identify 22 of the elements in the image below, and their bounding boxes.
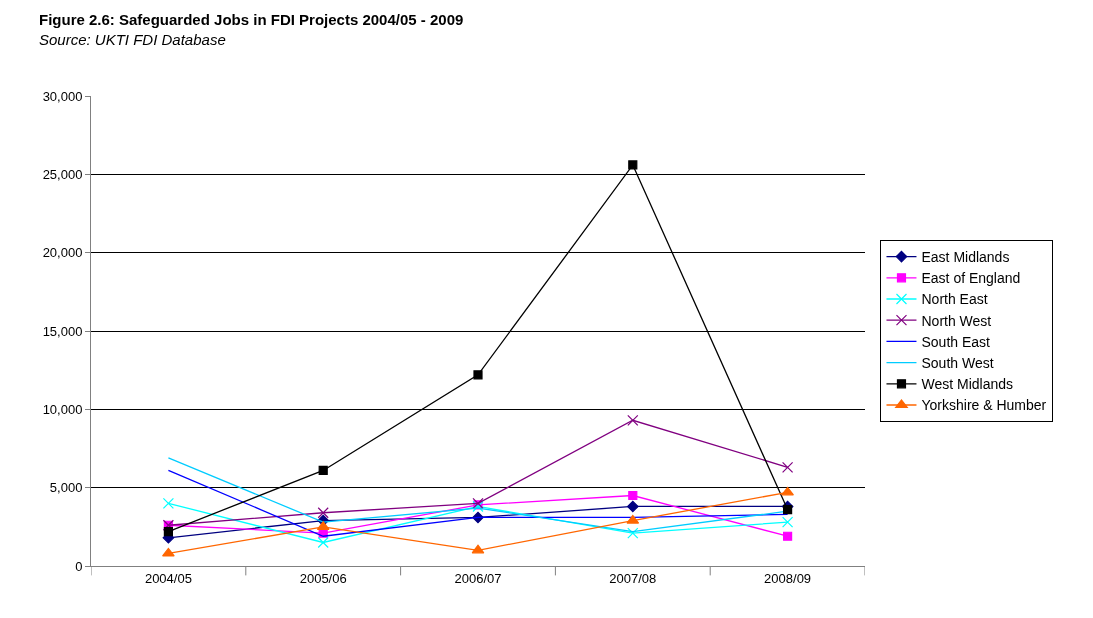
legend-label: North East	[921, 291, 988, 308]
legend-label: South East	[921, 333, 991, 350]
legend-label: East of England	[921, 270, 1021, 287]
x-tick-label: 2006/07	[454, 570, 502, 586]
chart-subtitle: Source: UKTI FDI Database	[39, 31, 226, 48]
legend-label: West Midlands	[921, 376, 1014, 393]
x-tick-label: 2005/06	[299, 570, 347, 586]
y-tick-label: 25,000	[42, 166, 83, 182]
x-tick-label: 2008/09	[764, 570, 812, 586]
y-tick-label: 10,000	[42, 401, 83, 417]
x-tick-label: 2004/05	[144, 570, 192, 586]
y-tick-label: 5,000	[49, 480, 83, 496]
legend-label: Yorkshire & Humber	[921, 397, 1047, 414]
legend-label: North West	[921, 312, 992, 329]
legend-label: East Midlands	[921, 249, 1010, 266]
chart-title: Figure 2.6: Safeguarded Jobs in FDI Projects 2004/05 - 2009	[39, 11, 464, 28]
legend-label: South West	[921, 355, 994, 372]
y-tick-label: 30,000	[42, 88, 83, 104]
x-tick-label: 2007/08	[609, 570, 657, 586]
y-tick-label: 0	[75, 558, 83, 574]
y-tick-label: 20,000	[42, 245, 83, 261]
y-tick-label: 15,000	[42, 323, 83, 339]
